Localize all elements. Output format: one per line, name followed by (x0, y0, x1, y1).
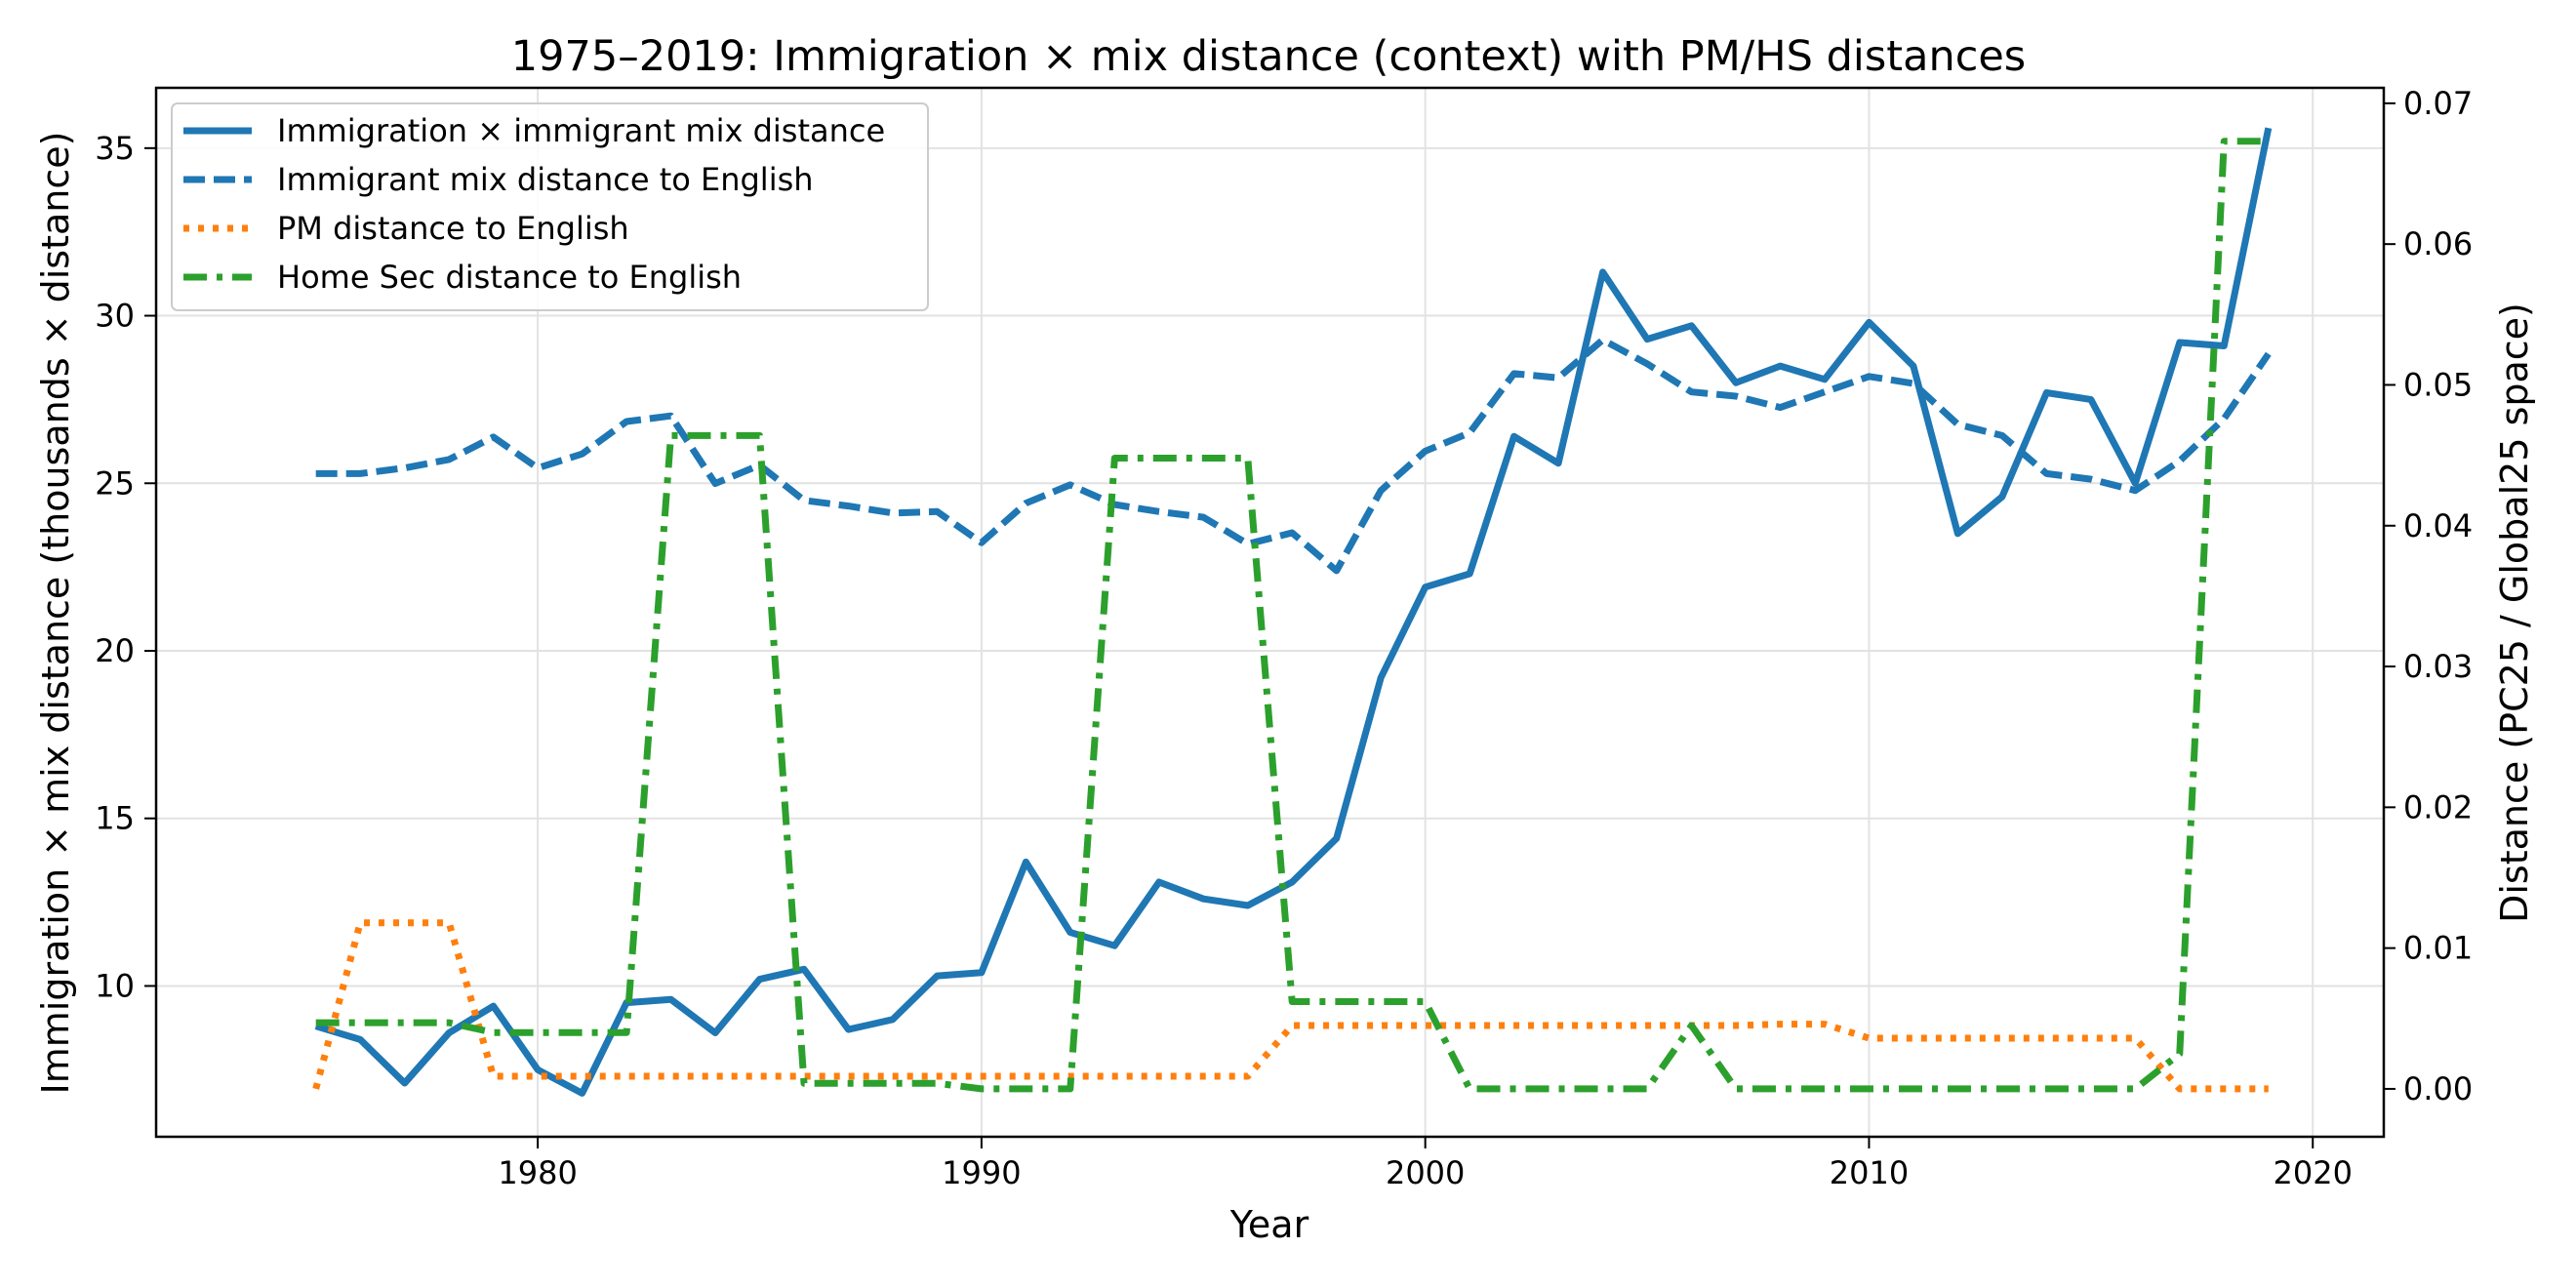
y-left-tick-label: 10 (95, 967, 135, 1004)
grid (156, 88, 2384, 1137)
x-tick-label: 2020 (2274, 1154, 2353, 1191)
x-tick-label: 1990 (942, 1154, 1021, 1191)
y-right-tick-label: 0.02 (2403, 788, 2473, 825)
legend-box (171, 102, 929, 311)
y-right-tick-label: 0.07 (2403, 85, 2473, 122)
plot-frame (154, 86, 2386, 1139)
y-right-tick-label: 0.05 (2403, 366, 2473, 403)
y-right-tick-label: 0.00 (2403, 1070, 2473, 1107)
y-left-tick-label: 20 (95, 632, 135, 669)
y-left-tick-label: 15 (95, 800, 135, 837)
x-tick-label: 2000 (1386, 1154, 1465, 1191)
legend-label: Home Sec distance to English (277, 259, 742, 296)
y-right-tick-label: 0.06 (2403, 225, 2473, 262)
legend: Immigration × immigrant mix distance Immi… (171, 102, 929, 311)
chart-title: 1975–2019: Immigration × mix distance (c… (511, 32, 2026, 81)
legend-label: Immigration × immigrant mix distance (277, 112, 885, 149)
y-right-tick-label: 0.03 (2403, 648, 2473, 685)
x-tick-label: 1980 (498, 1154, 577, 1191)
series-line-4 (315, 138, 2269, 1093)
legend-label: PM distance to English (277, 210, 629, 247)
y-left-tick-label: 35 (95, 130, 135, 167)
x-tick-label: 2010 (1830, 1154, 1909, 1191)
series-layer (312, 127, 2273, 1097)
y-left-tick-label: 25 (95, 464, 135, 502)
series-line-1 (314, 127, 2273, 1097)
x-axis-label: Year (1229, 1203, 1309, 1246)
y-right-tick-label: 0.01 (2403, 930, 2473, 967)
series-line-2 (315, 336, 2272, 575)
axes: 1980 1990 2000 2010 2020 10 15 20 25 30 35 0.00 0.01… (95, 85, 2473, 1191)
y-axis-label-right: Distance (PC25 / Global25 space) (2493, 302, 2536, 923)
y-axis-label-left: Immigration × mix distance (thousands × … (34, 132, 77, 1095)
y-left-tick-label: 30 (95, 298, 135, 335)
legend-label: Immigrant mix distance to English (277, 161, 814, 198)
y-right-tick-label: 0.04 (2403, 507, 2473, 544)
